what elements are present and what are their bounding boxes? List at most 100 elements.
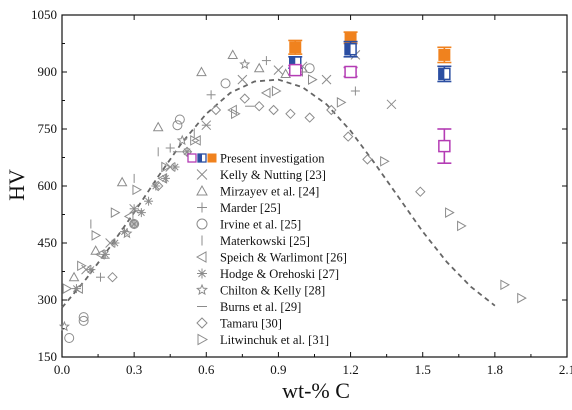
x-tick-label: 0.6 [198,362,215,377]
data-point-triangle-right-shape [457,220,467,232]
data-point-x-stroke [273,65,284,75]
data-point-diamond [239,93,250,104]
data-point-asterisk [86,265,96,275]
data-point-triangle-left-shape [191,135,201,146]
data-point-diamond [285,108,296,120]
magenta-square [344,65,357,79]
data-point-triangle-right [132,184,143,196]
data-point-triangle-right [231,108,241,120]
data-point-x [386,99,397,110]
legend-marker-diamond [196,317,208,329]
present-point-magenta [437,128,452,164]
data-point-diamond-shape [268,104,279,116]
legend-marker-x [196,169,208,180]
data-point-diamond [326,104,337,116]
data-point-triangle-up-shape [280,68,291,78]
data-point-triangle-right [62,283,73,294]
legend-marker-circle-shape [196,218,208,230]
legend-marker-triangle-left-shape [195,251,207,263]
data-point-triangle-right-shape [500,279,511,291]
data-point-diamond [342,131,354,142]
data-point-diamond-shape [342,131,354,142]
data-point-diamond [128,218,140,230]
data-point-diamond [362,154,373,165]
data-point-diamond-shape [128,218,140,230]
y-tick-label: 450 [38,235,58,250]
legend-item: Irvine et al. [25] [196,218,301,232]
blue-square-half-fill [438,68,445,80]
data-point-circle [64,333,75,343]
data-point-triangle-right-shape [132,184,143,196]
data-point-triangle-right-shape [271,85,282,97]
data-point-triangle-left [191,135,201,146]
data-point-diamond-shape [415,186,426,197]
data-point-diamond [210,104,222,116]
data-point-plus [129,204,139,214]
data-point-diamond-shape [239,93,250,104]
legend-marker-triangle-up [196,184,208,196]
data-point-triangle-right-shape [380,155,390,167]
legend-item: Marder [25] [197,201,281,215]
data-point-diamond-shape [304,112,315,123]
data-point-circle-shape [78,315,89,326]
data-point-triangle-right [190,135,200,146]
data-point-star [176,134,188,146]
data-point-triangle-right-shape [91,230,102,241]
data-point-star-shape [176,134,188,146]
present-point-orange [288,39,303,55]
legend-label: Chilton & Kelly [28] [220,284,325,298]
legend-marker-circle [196,218,208,230]
legend-item: Burns et al. [29] [197,300,301,314]
legend-marker-x-stroke [196,169,208,180]
legend-label: Litwinchuk et al. [31] [220,333,329,347]
data-point-asterisk-stroke [161,174,169,182]
data-point-circle-shape [78,312,89,323]
present-point-magenta [288,63,303,77]
data-point-triangle-up-shape [116,176,128,187]
data-point-star-shape [58,320,70,332]
data-point-diamond-shape [210,104,222,116]
data-point-diamond [415,186,426,197]
data-point-circle-shape [64,333,75,343]
legend-item: Speich & Warlimont [26] [195,251,347,265]
data-point-triangle-right-shape [336,97,347,108]
legend-label: Speich & Warlimont [26] [220,251,347,265]
data-point-x [273,65,284,75]
legend-item: Chilton & Kelly [28] [196,284,325,298]
data-point-diamond-shape [253,100,265,112]
data-point-asterisk-stroke [137,209,145,217]
legend-label: Kelly & Nutting [23] [220,168,326,182]
data-point-asterisk [110,238,120,248]
y-axis-label: HV [4,169,29,201]
data-point-circle [78,315,89,326]
legend-magenta-square [187,153,197,163]
data-point-diamond [304,112,315,123]
data-point-asterisk-stroke [72,285,80,293]
data-point-triangle-right [517,292,527,304]
orange-square [438,48,451,61]
data-point-star-shape [239,58,251,70]
data-point-triangle-right-shape [445,207,455,218]
present-point-magenta [343,65,358,79]
data-point-plus [95,272,105,282]
data-point-triangle-up-shape [68,271,80,282]
data-point-triangle-right [445,207,455,218]
legend-blue-half [198,154,202,162]
data-point-circle [172,120,183,131]
data-point-triangle-right-shape [77,260,87,272]
data-point-triangle-up-shape [253,62,265,73]
x-tick-label: 1.5 [415,362,431,377]
data-point-circle [304,63,315,74]
magenta-square [438,139,451,153]
data-point-star [239,58,251,70]
data-point-triangle-up [253,62,265,73]
legend-item: Mirzayev et al. [24] [196,184,319,199]
y-tick-label: 300 [38,292,58,307]
axes: 0.0 0.3 0.6 0.9 1.2 1.5 1.8 2.1 150 300 450 600 750 9… [31,7,572,377]
data-point-diamond [107,271,118,283]
x-tick-label: 2.1 [559,362,572,377]
data-point-asterisk [160,173,170,183]
data-point-asterisk [151,181,161,191]
data-point-triangle-right-shape [110,207,121,218]
y-tick-label: 750 [38,121,58,136]
